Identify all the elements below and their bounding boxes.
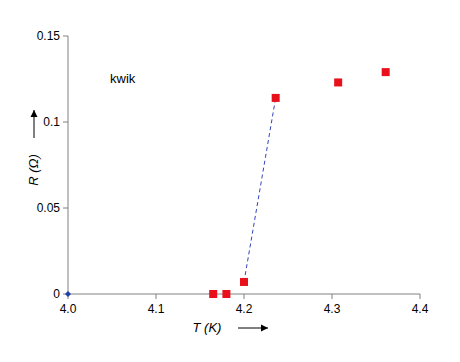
- chart-svg: 0 0.05 0.1 0.15 4.0 4.1 4.2 4.3 4.4 kwik T (K) R (Ω…: [0, 0, 460, 362]
- x-tick: [156, 294, 157, 299]
- y-tick: [63, 122, 68, 123]
- data-point: [240, 278, 248, 286]
- x-tick: [420, 294, 421, 299]
- x-tick: [332, 294, 333, 299]
- x-tick-label: 4.1: [148, 302, 165, 316]
- chart-container: 0 0.05 0.1 0.15 4.0 4.1 4.2 4.3 4.4 kwik T (K) R (Ω…: [0, 0, 460, 362]
- x-tick-label: 4.2: [236, 302, 253, 316]
- data-line: [244, 98, 276, 282]
- data-point: [272, 94, 280, 102]
- y-tick-label: 0.15: [37, 29, 61, 43]
- y-tick-label: 0.1: [43, 115, 60, 129]
- y-label-arrowhead: [31, 110, 38, 117]
- background: [0, 0, 460, 362]
- data-point: [382, 68, 390, 76]
- x-axis-label: T (K): [193, 320, 222, 335]
- y-tick: [63, 36, 68, 37]
- y-tick-label: 0.05: [37, 201, 61, 215]
- data-point: [222, 290, 230, 298]
- x-tick: [244, 294, 245, 299]
- x-tick-label: 4.4: [412, 302, 429, 316]
- x-label-arrowhead: [261, 325, 268, 332]
- x-tick-label: 4.0: [60, 302, 77, 316]
- y-axis-label: R (Ω): [26, 154, 41, 186]
- y-tick: [63, 208, 68, 209]
- y-axis-line: [68, 36, 69, 294]
- x-tick-label: 4.3: [324, 302, 341, 316]
- data-point: [334, 78, 342, 86]
- data-point: [209, 290, 217, 298]
- plot-area: [65, 68, 390, 298]
- annotation: kwik: [110, 71, 136, 86]
- y-tick-label: 0: [53, 287, 60, 301]
- data-point: [65, 291, 71, 297]
